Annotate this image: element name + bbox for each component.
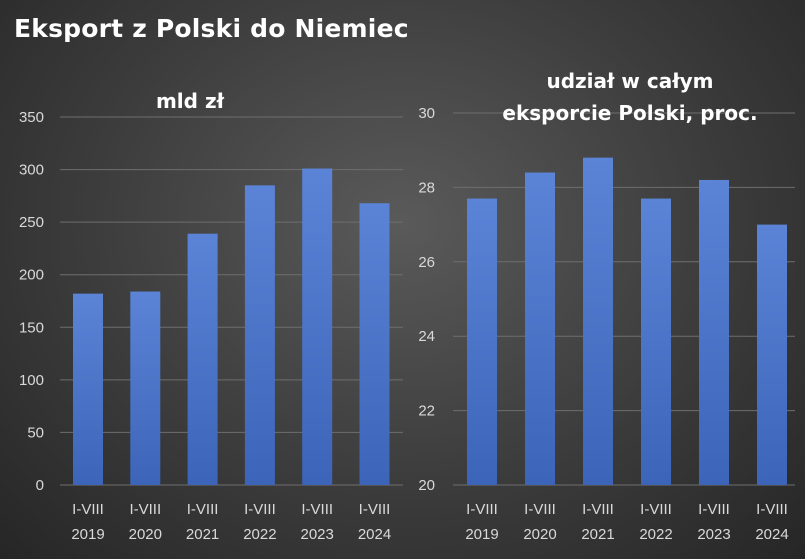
x-tick-label: 2024 bbox=[358, 526, 391, 543]
y-tick-label: 26 bbox=[418, 254, 435, 271]
bar bbox=[130, 291, 161, 485]
y-tick-label: 150 bbox=[19, 319, 44, 336]
bar bbox=[187, 233, 218, 485]
x-tick-label: 2021 bbox=[581, 526, 614, 543]
x-tick-label: 2024 bbox=[755, 526, 788, 543]
y-tick-label: 250 bbox=[19, 214, 44, 231]
x-tick-label: 2023 bbox=[697, 526, 730, 543]
x-tick-label: 2019 bbox=[465, 526, 498, 543]
x-tick-label: I-VIII bbox=[129, 501, 161, 518]
bar bbox=[583, 157, 613, 485]
x-tick-label: I-VIII bbox=[582, 501, 614, 518]
y-tick-label: 22 bbox=[418, 403, 435, 420]
bar bbox=[467, 198, 497, 485]
chart-title: udział w całym bbox=[546, 69, 713, 93]
y-tick-label: 100 bbox=[19, 372, 44, 389]
x-tick-label: I-VIII bbox=[698, 501, 730, 518]
x-tick-label: 2021 bbox=[186, 526, 219, 543]
bar bbox=[359, 203, 390, 485]
chart-title: mld zł bbox=[156, 89, 225, 113]
x-tick-label: 2022 bbox=[639, 526, 672, 543]
bar bbox=[641, 198, 671, 485]
x-tick-label: I-VIII bbox=[756, 501, 788, 518]
y-tick-label: 20 bbox=[418, 477, 435, 494]
y-tick-label: 350 bbox=[19, 109, 44, 126]
x-tick-label: 2023 bbox=[301, 526, 334, 543]
x-tick-label: I-VIII bbox=[359, 501, 391, 518]
y-tick-label: 50 bbox=[27, 424, 44, 441]
x-tick-label: I-VIII bbox=[244, 501, 276, 518]
chart-export-value: 0 50 100 150 200 250 300 350 I-VIII 2019 I-VIII 202… bbox=[19, 89, 403, 543]
y-tick-label: 30 bbox=[418, 105, 435, 122]
bar bbox=[757, 224, 787, 485]
x-tick-label: 2019 bbox=[71, 526, 104, 543]
y-tick-label: 28 bbox=[418, 179, 435, 196]
bar bbox=[302, 168, 333, 485]
x-tick-label: I-VIII bbox=[187, 501, 219, 518]
y-tick-label: 0 bbox=[36, 477, 44, 494]
x-tick-label: I-VIII bbox=[524, 501, 556, 518]
y-tick-label: 300 bbox=[19, 162, 44, 179]
bar bbox=[244, 185, 275, 486]
y-tick-label: 200 bbox=[19, 267, 44, 284]
x-tick-label: 2020 bbox=[129, 526, 162, 543]
x-tick-label: I-VIII bbox=[72, 501, 104, 518]
bar bbox=[699, 179, 729, 485]
x-tick-label: 2020 bbox=[523, 526, 556, 543]
chart-export-share: 202224262830I-VIII2019I-VIII2020I-VIII20… bbox=[418, 69, 795, 543]
y-tick-label: 24 bbox=[418, 328, 435, 345]
x-tick-label: 2022 bbox=[243, 526, 276, 543]
x-tick-label: I-VIII bbox=[466, 501, 498, 518]
x-tick-label: I-VIII bbox=[640, 501, 672, 518]
bar bbox=[73, 293, 103, 485]
bar bbox=[525, 172, 555, 485]
x-tick-label: I-VIII bbox=[301, 501, 333, 518]
page-title: Eksport z Polski do Niemiec bbox=[14, 14, 409, 43]
chart-title: eksporcie Polski, proc. bbox=[502, 101, 757, 125]
